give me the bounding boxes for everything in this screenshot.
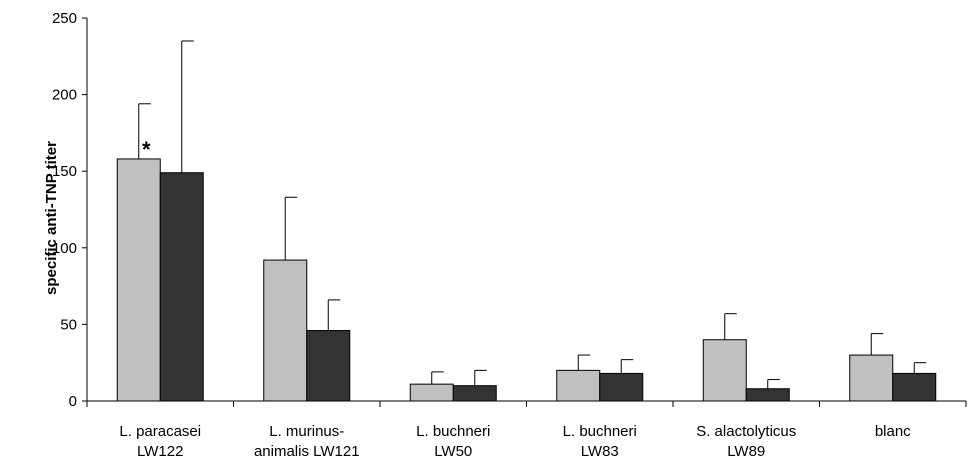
x-category-label: L. buchneri	[563, 423, 637, 440]
y-tick-label: 150	[52, 163, 77, 180]
y-tick-label: 250	[52, 10, 77, 27]
y-tick-label: 100	[52, 240, 77, 257]
bar	[599, 372, 644, 402]
x-category-label: L. murinus-	[269, 423, 344, 440]
y-axis-label: specific anti-TNP titer	[43, 141, 60, 295]
bar	[702, 339, 747, 402]
x-category-label: LW89	[727, 443, 765, 460]
x-category-label: blanc	[875, 423, 911, 440]
y-tick-label: 50	[60, 316, 77, 333]
x-category-label: LW83	[581, 443, 619, 460]
x-category-label: S. alactolyticus	[696, 423, 796, 440]
bar	[556, 369, 601, 402]
y-tick-label: 0	[69, 393, 77, 410]
bar	[306, 330, 351, 402]
error-bars	[138, 40, 927, 389]
bars	[116, 158, 937, 402]
bar	[116, 158, 161, 402]
bar	[892, 372, 937, 402]
y-tick-label: 200	[52, 87, 77, 104]
bar	[745, 388, 790, 402]
bar	[263, 259, 308, 402]
x-category-label: LW50	[434, 443, 472, 460]
x-category-label: L. paracasei	[119, 423, 201, 440]
x-category-label: LW122	[137, 443, 183, 460]
x-axis: L. paracasei LW122 L. murinus-animalis LW1…	[86, 400, 967, 460]
bar	[159, 172, 204, 402]
y-axis: 0 50 100 150 200 250	[52, 10, 88, 410]
bar	[409, 383, 454, 402]
annotations: *	[142, 137, 151, 162]
bar	[849, 354, 894, 402]
x-category-label: animalis LW121	[254, 443, 360, 460]
bar	[452, 385, 497, 402]
significance-marker: *	[142, 137, 151, 162]
x-category-label: L. buchneri	[416, 423, 490, 440]
